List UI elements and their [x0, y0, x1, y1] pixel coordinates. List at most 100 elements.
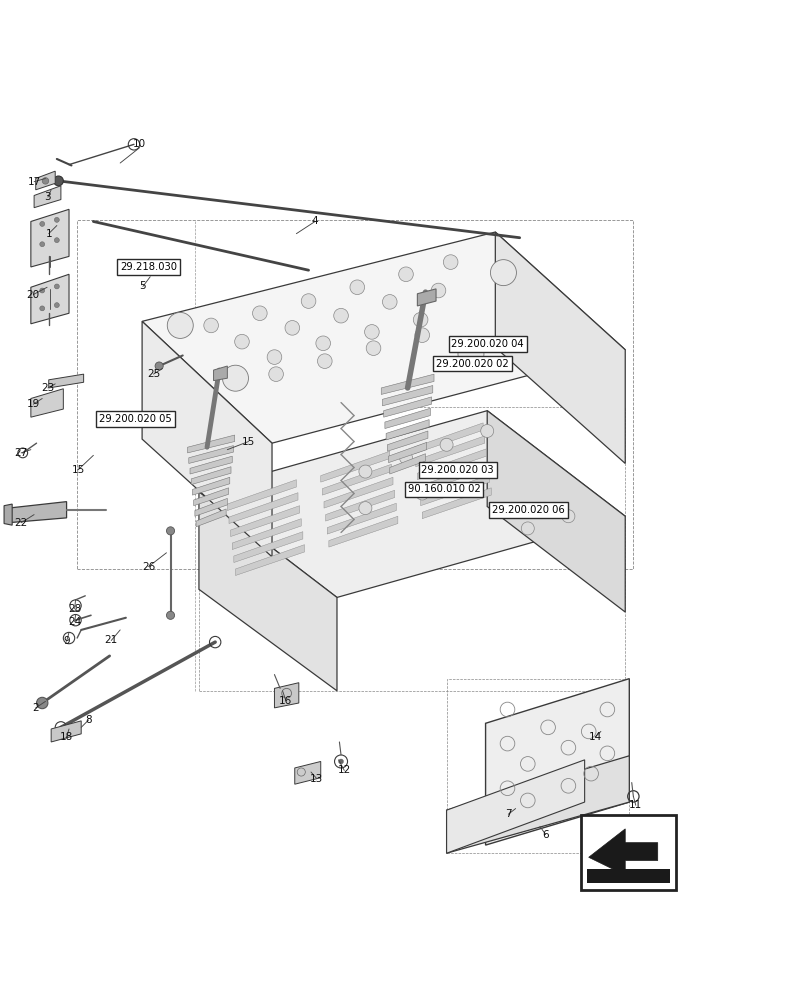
Polygon shape — [142, 321, 272, 557]
Polygon shape — [327, 503, 396, 534]
Polygon shape — [384, 408, 430, 429]
Polygon shape — [8, 502, 67, 523]
Polygon shape — [325, 490, 394, 521]
Text: 24: 24 — [68, 617, 81, 627]
Polygon shape — [446, 760, 584, 853]
Text: 27: 27 — [15, 448, 28, 458]
Text: 9: 9 — [63, 636, 70, 646]
Polygon shape — [190, 456, 232, 474]
Circle shape — [480, 424, 493, 437]
Circle shape — [457, 341, 483, 367]
Polygon shape — [322, 464, 391, 495]
Text: 17: 17 — [28, 177, 41, 187]
Bar — [199, 407, 624, 691]
Polygon shape — [31, 274, 69, 324]
Circle shape — [415, 487, 428, 500]
Polygon shape — [187, 435, 234, 453]
Circle shape — [413, 312, 427, 327]
Polygon shape — [446, 756, 629, 853]
Circle shape — [440, 438, 453, 451]
Polygon shape — [51, 721, 81, 742]
Circle shape — [366, 341, 380, 355]
Text: 28: 28 — [68, 604, 81, 614]
Text: 5: 5 — [139, 281, 146, 291]
Circle shape — [204, 318, 218, 333]
Polygon shape — [588, 829, 657, 875]
Polygon shape — [274, 683, 298, 708]
Polygon shape — [485, 679, 629, 845]
Circle shape — [54, 303, 59, 308]
Text: 7: 7 — [504, 809, 511, 819]
Polygon shape — [415, 436, 484, 467]
Text: 19: 19 — [27, 399, 40, 409]
Polygon shape — [4, 504, 12, 525]
Text: 4: 4 — [311, 216, 318, 226]
Polygon shape — [192, 477, 230, 495]
Polygon shape — [188, 446, 234, 463]
Polygon shape — [387, 431, 427, 451]
Text: 1: 1 — [45, 229, 52, 239]
Text: 23: 23 — [41, 383, 54, 393]
Polygon shape — [36, 171, 55, 190]
Circle shape — [167, 312, 193, 338]
Circle shape — [358, 502, 371, 515]
Text: 22: 22 — [15, 518, 28, 528]
Text: 29.200.020 05: 29.200.020 05 — [99, 414, 172, 424]
Bar — [580, 815, 676, 890]
Text: 13: 13 — [310, 774, 323, 784]
Polygon shape — [34, 186, 61, 208]
Polygon shape — [195, 509, 225, 527]
Circle shape — [54, 217, 59, 222]
Circle shape — [414, 328, 429, 342]
Circle shape — [54, 176, 63, 186]
Circle shape — [285, 321, 299, 335]
Bar — [586, 869, 669, 883]
Polygon shape — [418, 462, 487, 493]
Polygon shape — [31, 209, 69, 267]
Bar — [446, 679, 629, 853]
Text: 10: 10 — [133, 139, 146, 149]
Circle shape — [40, 288, 45, 293]
Bar — [77, 220, 633, 569]
Polygon shape — [199, 492, 337, 691]
Polygon shape — [234, 532, 303, 563]
Text: 29.218.030: 29.218.030 — [120, 262, 177, 272]
Circle shape — [350, 280, 364, 295]
Circle shape — [54, 238, 59, 243]
Polygon shape — [191, 467, 230, 485]
Circle shape — [398, 267, 413, 282]
Circle shape — [222, 365, 248, 391]
Polygon shape — [422, 488, 491, 519]
Polygon shape — [388, 442, 426, 463]
Polygon shape — [232, 519, 301, 550]
Circle shape — [301, 294, 315, 308]
Circle shape — [490, 260, 516, 286]
Text: 14: 14 — [588, 732, 601, 742]
Circle shape — [36, 697, 48, 709]
Circle shape — [443, 255, 457, 269]
Polygon shape — [235, 545, 304, 576]
Polygon shape — [193, 488, 229, 506]
Circle shape — [358, 465, 371, 478]
Circle shape — [40, 221, 45, 226]
Text: 6: 6 — [542, 830, 548, 840]
Text: 29.200.020 06: 29.200.020 06 — [491, 505, 564, 515]
Polygon shape — [320, 451, 389, 482]
Circle shape — [561, 510, 574, 523]
Circle shape — [155, 362, 163, 370]
Polygon shape — [487, 411, 624, 612]
Circle shape — [521, 522, 534, 535]
Text: 11: 11 — [629, 800, 642, 810]
Polygon shape — [414, 423, 483, 454]
Text: 20: 20 — [27, 290, 40, 300]
Polygon shape — [417, 449, 486, 480]
Circle shape — [364, 325, 379, 339]
Polygon shape — [195, 498, 227, 516]
Polygon shape — [199, 411, 624, 597]
Polygon shape — [324, 477, 393, 508]
Circle shape — [234, 334, 249, 349]
Text: 16: 16 — [279, 696, 292, 706]
Text: 3: 3 — [45, 192, 51, 202]
Polygon shape — [49, 374, 84, 388]
Polygon shape — [227, 480, 296, 511]
